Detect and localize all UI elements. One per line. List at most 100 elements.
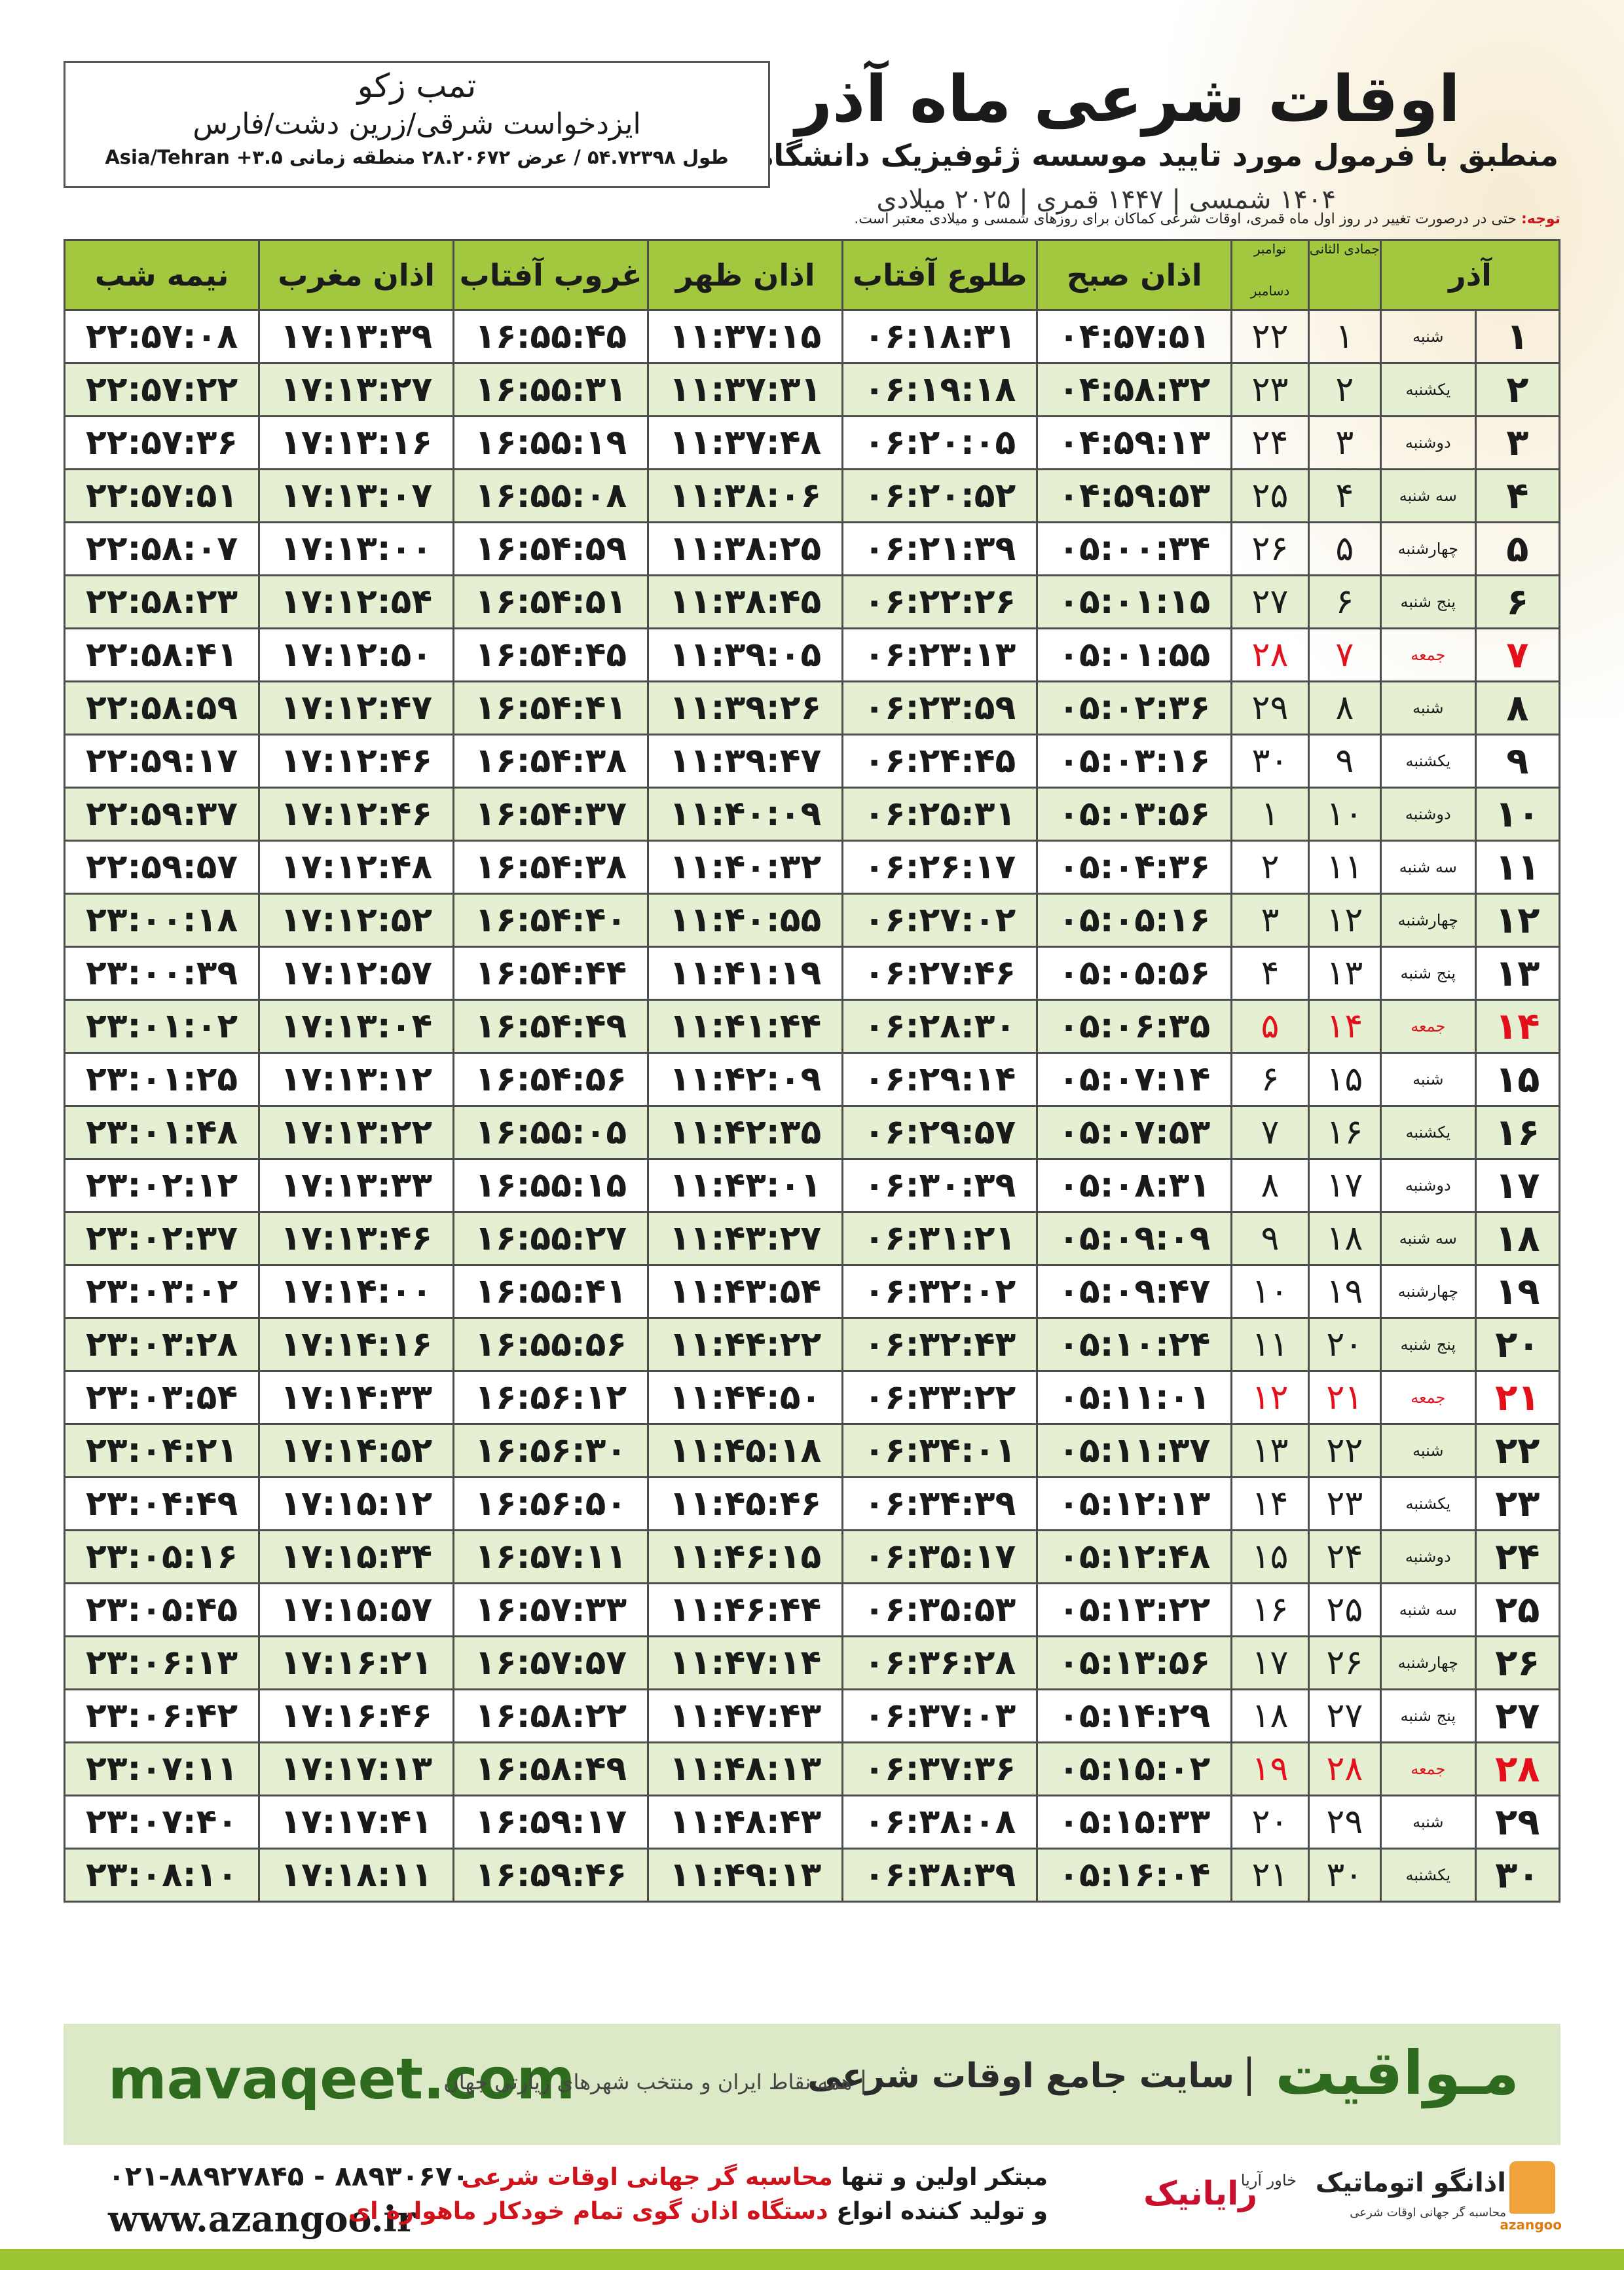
table-row: ۲۸ جمعه ۲۸ ۱۹ ۰۵:۱۵:۰۲ ۰۶:۳۷:۳۶ ۱۱:۴۸:۱۳ ۱۶:۵۸:… xyxy=(63,1741,1561,1796)
fajr-time: ۰۵:۰۴:۳۶ xyxy=(1036,840,1233,895)
fajr-time: ۰۵:۱۶:۰۴ xyxy=(1036,1848,1233,1903)
promo-line: و تولید کننده انواع دستگاه اذان گوی تمام… xyxy=(348,2198,1048,2225)
midnight-time: ۲۳:۰۶:۴۲ xyxy=(63,1688,261,1743)
site-subtitle: همه نقاط ایران و منتخب شهرهای زیارتی جها… xyxy=(443,2070,864,2094)
header-jumada: جمادی الثانی xyxy=(1307,239,1382,311)
phones: ۰۲۱-۸۸۹۲۷۸۴۵ - ۸۸۹۳۰۶۷۰ xyxy=(108,2160,470,2192)
weekday: چهارشنبه xyxy=(1380,1264,1477,1319)
fajr-time: ۰۵:۰۳:۱۶ xyxy=(1036,734,1233,789)
fajr-time: ۰۵:۰۲:۳۶ xyxy=(1036,680,1233,735)
maghrib-time: ۱۷:۱۲:۴۶ xyxy=(258,787,455,842)
dhuhr-time: ۱۱:۴۶:۴۴ xyxy=(647,1582,844,1637)
sunrise-time: ۰۶:۱۹:۱۸ xyxy=(841,362,1039,417)
table-row: ۱۷ دوشنبه ۱۷ ۸ ۰۵:۰۸:۳۱ ۰۶:۳۰:۳۹ ۱۱:۴۳:۰۱ ۱۶:۵۵… xyxy=(63,1158,1561,1213)
maghrib-time: ۱۷:۱۲:۴۸ xyxy=(258,840,455,895)
azar-day: ۶ xyxy=(1474,574,1561,629)
dhuhr-time: ۱۱:۴۰:۵۵ xyxy=(647,893,844,948)
midnight-time: ۲۲:۵۷:۰۸ xyxy=(63,309,261,364)
weekday: سه شنبه xyxy=(1380,840,1477,895)
sunset-time: ۱۶:۵۶:۵۰ xyxy=(452,1476,650,1531)
jumada-day: ۲۵ xyxy=(1307,1582,1382,1637)
table-row: ۵ چهارشنبه ۵ ۲۶ ۰۵:۰۰:۳۴ ۰۶:۲۱:۳۹ ۱۱:۳۸:۲۵ ۱۶:۵… xyxy=(63,521,1561,576)
sunset-time: ۱۶:۵۵:۲۷ xyxy=(452,1211,650,1266)
fajr-time: ۰۵:۱۱:۰۱ xyxy=(1036,1370,1233,1425)
azar-day: ۱۲ xyxy=(1474,893,1561,948)
maghrib-time: ۱۷:۱۶:۲۱ xyxy=(258,1635,455,1690)
azar-day: ۱ xyxy=(1474,309,1561,364)
logo-khavar: خاور آریا xyxy=(1240,2171,1297,2189)
maghrib-time: ۱۷:۱۳:۲۲ xyxy=(258,1105,455,1160)
sunrise-time: ۰۶:۲۹:۵۷ xyxy=(841,1105,1039,1160)
table-row: ۶ پنج شنبه ۶ ۲۷ ۰۵:۰۱:۱۵ ۰۶:۲۲:۲۶ ۱۱:۳۸:۴۵ ۱۶:۵… xyxy=(63,574,1561,629)
site-url[interactable]: mavaqeet.com xyxy=(108,2047,576,2112)
sunset-time: ۱۶:۵۴:۴۵ xyxy=(452,627,650,682)
maghrib-time: ۱۷:۱۲:۵۴ xyxy=(258,574,455,629)
azar-day: ۲۵ xyxy=(1474,1582,1561,1637)
jumada-day: ۲۲ xyxy=(1307,1423,1382,1478)
logo-azangoo: اذانگو اتوماتیک xyxy=(1315,2168,1506,2198)
azar-day: ۵ xyxy=(1474,521,1561,576)
weekday: چهارشنبه xyxy=(1380,893,1477,948)
maghrib-time: ۱۷:۱۲:۵۰ xyxy=(258,627,455,682)
dhuhr-time: ۱۱:۴۳:۵۴ xyxy=(647,1264,844,1319)
maghrib-time: ۱۷:۱۴:۵۲ xyxy=(258,1423,455,1478)
midnight-time: ۲۲:۵۷:۵۱ xyxy=(63,468,261,523)
web-address[interactable]: www.azangoo.ir xyxy=(108,2198,416,2240)
table-row: ۱۴ جمعه ۱۴ ۵ ۰۵:۰۶:۳۵ ۰۶:۲۸:۳۰ ۱۱:۴۱:۴۴ ۱۶:۵۴:۴… xyxy=(63,999,1561,1054)
maghrib-time: ۱۷:۱۲:۵۲ xyxy=(258,893,455,948)
fajr-time: ۰۵:۱۵:۰۲ xyxy=(1036,1741,1233,1796)
promo-highlight: محاسبه گر جهانی اوقات شرعی xyxy=(461,2164,833,2191)
azar-day: ۳ xyxy=(1474,415,1561,470)
weekday: پنج شنبه xyxy=(1380,946,1477,1001)
maghrib-time: ۱۷:۱۲:۵۷ xyxy=(258,946,455,1001)
sunset-time: ۱۶:۵۵:۳۱ xyxy=(452,362,650,417)
fajr-time: ۰۵:۱۵:۳۳ xyxy=(1036,1795,1233,1850)
maghrib-time: ۱۷:۱۳:۰۰ xyxy=(258,521,455,576)
sunset-time: ۱۶:۵۴:۴۴ xyxy=(452,946,650,1001)
gregorian-day: ۲۸ xyxy=(1230,627,1310,682)
location-box: تمب زکو ایزدخواست شرقی/زرین دشت/فارس طول… xyxy=(64,61,770,188)
midnight-time: ۲۳:۰۷:۴۰ xyxy=(63,1795,261,1850)
weekday: دوشنبه xyxy=(1380,1158,1477,1213)
dhuhr-time: ۱۱:۳۷:۳۱ xyxy=(647,362,844,417)
table-row: ۱۸ سه شنبه ۱۸ ۹ ۰۵:۰۹:۰۹ ۰۶:۳۱:۲۱ ۱۱:۴۳:۲۷ ۱۶:۵… xyxy=(63,1211,1561,1266)
jumada-day: ۱۱ xyxy=(1307,840,1382,895)
dhuhr-time: ۱۱:۴۶:۱۵ xyxy=(647,1529,844,1584)
title: اوقات شرعی ماه آذر xyxy=(795,62,1460,137)
gregorian-day: ۲۱ xyxy=(1230,1848,1310,1903)
sunrise-time: ۰۶:۱۸:۳۱ xyxy=(841,309,1039,364)
note-label: توجه: xyxy=(1521,211,1560,227)
jumada-day: ۳ xyxy=(1307,415,1382,470)
maghrib-time: ۱۷:۱۳:۳۹ xyxy=(258,309,455,364)
gregorian-day: ۱۲ xyxy=(1230,1370,1310,1425)
dhuhr-time: ۱۱:۴۹:۱۳ xyxy=(647,1848,844,1903)
sunrise-time: ۰۶:۲۷:۴۶ xyxy=(841,946,1039,1001)
sunrise-time: ۰۶:۳۵:۱۷ xyxy=(841,1529,1039,1584)
gregorian-day: ۲۳ xyxy=(1230,362,1310,417)
header-december: دسامبر xyxy=(1250,283,1290,299)
midnight-time: ۲۳:۰۵:۴۵ xyxy=(63,1582,261,1637)
gregorian-day: ۴ xyxy=(1230,946,1310,1001)
sunrise-time: ۰۶:۳۷:۰۳ xyxy=(841,1688,1039,1743)
weekday: سه شنبه xyxy=(1380,468,1477,523)
azar-day: ۱۵ xyxy=(1474,1052,1561,1107)
dhuhr-time: ۱۱:۴۲:۰۹ xyxy=(647,1052,844,1107)
dhuhr-time: ۱۱:۴۱:۱۹ xyxy=(647,946,844,1001)
fajr-time: ۰۵:۰۵:۵۶ xyxy=(1036,946,1233,1001)
weekday: دوشنبه xyxy=(1380,787,1477,842)
midnight-time: ۲۳:۰۳:۰۲ xyxy=(63,1264,261,1319)
dhuhr-time: ۱۱:۴۱:۴۴ xyxy=(647,999,844,1054)
dhuhr-time: ۱۱:۴۰:۳۲ xyxy=(647,840,844,895)
sunrise-time: ۰۶:۲۷:۰۲ xyxy=(841,893,1039,948)
sunrise-time: ۰۶:۳۶:۲۸ xyxy=(841,1635,1039,1690)
dhuhr-time: ۱۱:۳۸:۲۵ xyxy=(647,521,844,576)
table-row: ۲ یکشنبه ۲ ۲۳ ۰۴:۵۸:۳۲ ۰۶:۱۹:۱۸ ۱۱:۳۷:۳۱ ۱۶:۵۵:… xyxy=(63,362,1561,417)
midnight-time: ۲۳:۰۴:۴۹ xyxy=(63,1476,261,1531)
table-row: ۷ جمعه ۷ ۲۸ ۰۵:۰۱:۵۵ ۰۶:۲۳:۱۳ ۱۱:۳۹:۰۵ ۱۶:۵۴:۴۵… xyxy=(63,627,1561,682)
jumada-day: ۲۹ xyxy=(1307,1795,1382,1850)
table-row: ۱۶ یکشنبه ۱۶ ۷ ۰۵:۰۷:۵۳ ۰۶:۲۹:۵۷ ۱۱:۴۲:۳۵ ۱۶:۵۵… xyxy=(63,1105,1561,1160)
note: توجه: حتی در درصورت تغییر در روز اول ماه… xyxy=(854,211,1560,227)
azar-day: ۷ xyxy=(1474,627,1561,682)
table-row: ۲۹ شنبه ۲۹ ۲۰ ۰۵:۱۵:۳۳ ۰۶:۳۸:۰۸ ۱۱:۴۸:۴۳ ۱۶:۵۹:… xyxy=(63,1795,1561,1850)
